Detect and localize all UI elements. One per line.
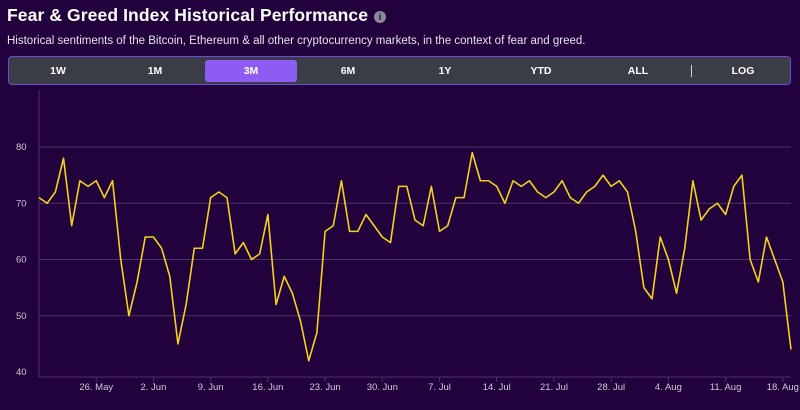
x-tick-label: 21. Jul — [540, 382, 568, 393]
x-tick-label: 30. Jun — [367, 382, 398, 393]
range-button-3m[interactable]: 3M — [205, 60, 297, 82]
range-selector: 1W 1M 3M 6M 1Y YTD ALL LOG — [8, 56, 791, 85]
y-tick-label: 50 — [16, 311, 27, 322]
x-tick-label: 9. Jun — [198, 382, 224, 393]
y-tick-label: 80 — [16, 142, 27, 153]
range-button-log[interactable]: LOG — [731, 65, 755, 77]
page-title: Fear & Greed Index Historical Performanc… — [7, 5, 369, 25]
x-tick-label: 11. Aug — [710, 382, 742, 393]
y-tick-label: 60 — [16, 255, 27, 266]
range-button-1m[interactable]: 1M — [147, 65, 163, 77]
x-tick-label: 2. Jun — [140, 382, 166, 393]
y-tick-label: 70 — [16, 198, 27, 209]
series-line — [38, 151, 792, 362]
y-tick-label: 40 — [16, 367, 27, 378]
range-button-ytd[interactable]: YTD — [530, 65, 552, 77]
x-tick-label: 4. Aug — [655, 382, 682, 393]
x-tick-label: 28. Jul — [597, 382, 625, 393]
range-divider — [691, 65, 692, 77]
range-button-all[interactable]: ALL — [627, 65, 649, 77]
x-tick-label: 23. Jun — [310, 382, 341, 393]
x-tick-label: 16. Jun — [252, 382, 283, 393]
page-subtitle: Historical sentiments of the Bitcoin, Et… — [7, 35, 586, 47]
x-tick-label: 7. Jul — [428, 382, 451, 393]
x-tick-label: 14. Jul — [483, 382, 511, 393]
title-row: Fear & Greed Index Historical Performanc… — [7, 5, 387, 26]
range-button-6m[interactable]: 6M — [340, 65, 356, 77]
x-tick-label: 26. May — [79, 382, 113, 393]
info-icon[interactable]: i — [374, 10, 387, 23]
range-button-1w[interactable]: 1W — [50, 65, 66, 77]
range-button-1y[interactable]: 1Y — [438, 65, 452, 77]
x-tick-label: 18. Aug — [767, 382, 799, 393]
